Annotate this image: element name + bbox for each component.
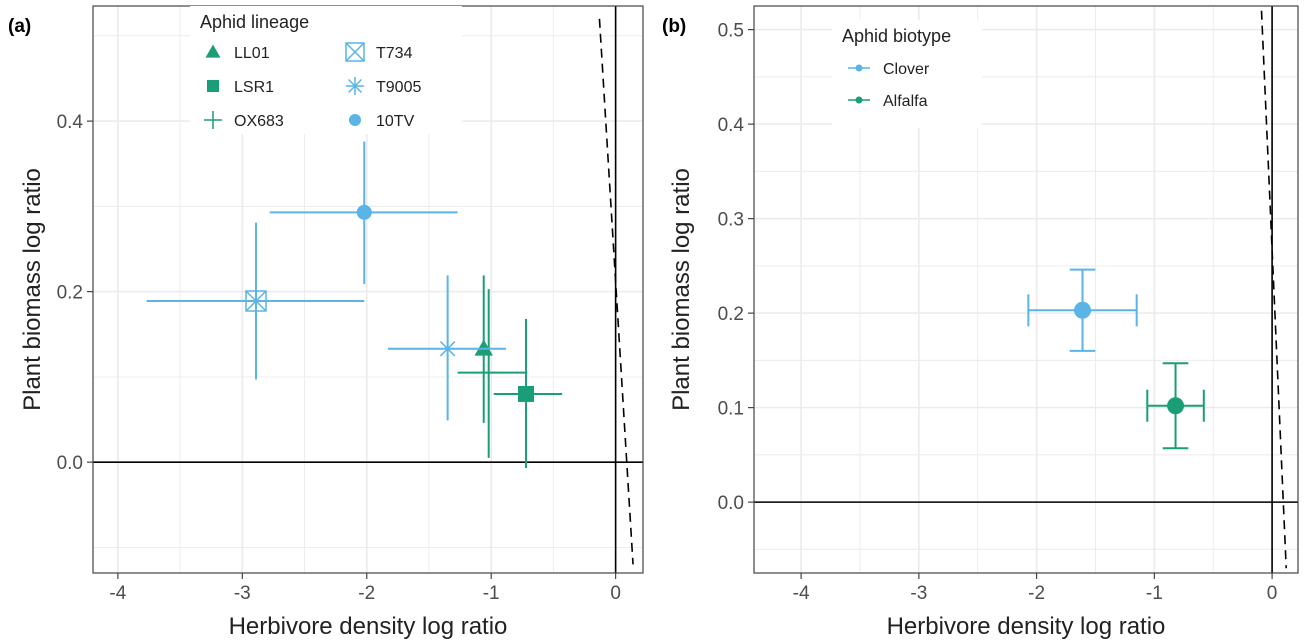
legend-title: Aphid biotype xyxy=(842,26,951,46)
point-marker xyxy=(478,362,499,383)
dashed-reference-line xyxy=(1260,10,1288,569)
legend-label-alfalfa: Alfalfa xyxy=(883,93,928,110)
point-marker-shape xyxy=(356,204,372,220)
legend-key-ll01-shape xyxy=(205,44,221,58)
data-point-ox683 xyxy=(457,289,527,458)
legend-key-t734-box xyxy=(345,42,365,62)
legend-key-ll01 xyxy=(205,44,221,58)
legend-key-ox683 xyxy=(204,111,222,129)
legend-key-t9005 xyxy=(346,77,364,95)
x-tick-label: -1 xyxy=(1146,583,1163,604)
legend-key-alfalfa xyxy=(848,96,870,104)
legend-key-clover-dot xyxy=(855,64,863,72)
data-point-10tv xyxy=(269,141,458,284)
legend-label-10tv: 10TV xyxy=(376,113,415,130)
panel-b-data-marks xyxy=(1027,268,1205,450)
data-point-t9005 xyxy=(387,275,507,421)
legend-label-ox683: OX683 xyxy=(234,113,284,130)
panel-a-y-axis-label: Plant biomass log ratio xyxy=(19,168,46,411)
panel-b-label: (b) xyxy=(662,16,686,37)
data-point-clover xyxy=(1027,268,1138,352)
dashed-reference-line xyxy=(598,18,634,565)
panel-a-reference-lines xyxy=(93,6,643,573)
legend-title: Aphid lineage xyxy=(200,12,309,32)
legend-key-clover xyxy=(848,64,870,72)
point-marker xyxy=(356,204,372,220)
panel-b-legend: Aphid biotype Clover Alfalfa xyxy=(832,20,982,128)
y-tick-label: 0.1 xyxy=(718,399,744,420)
x-tick-label: -1 xyxy=(483,583,500,604)
legend-box xyxy=(190,6,462,134)
y-tick-label: 0.4 xyxy=(718,115,745,136)
legend-key-lsr1-shape xyxy=(207,80,219,92)
x-tick-label: -2 xyxy=(358,583,375,604)
point-marker-d2 xyxy=(439,341,456,357)
plot-border xyxy=(753,5,1299,574)
legend-key-lsr1 xyxy=(207,80,219,92)
x-tick-label: 0 xyxy=(610,583,621,604)
legend-label-t734: T734 xyxy=(376,45,413,62)
legend-label-clover: Clover xyxy=(883,61,930,78)
panel-b-y-axis-label: Plant biomass log ratio xyxy=(668,168,695,411)
legend-label-t9005: T9005 xyxy=(376,79,421,96)
legend-key-10tv xyxy=(349,114,361,126)
point-marker-d2 xyxy=(245,290,267,312)
y-tick-label: 0.4 xyxy=(57,112,84,133)
y-tick-label: 0.2 xyxy=(718,304,744,325)
point-marker xyxy=(518,385,535,402)
legend-label-lsr1: LSR1 xyxy=(234,79,274,96)
point-marker xyxy=(437,338,458,359)
point-marker-shape xyxy=(1074,301,1092,319)
legend-key-t9005-d2 xyxy=(347,78,363,94)
legend-label-ll01: LL01 xyxy=(234,45,270,62)
point-marker-box xyxy=(245,290,267,312)
panel-a: (a) -4 -3 -2 -1 0 0.0 0.2 0.4 Aphid lineage LL01… xyxy=(8,5,644,640)
panel-b-x-axis-label: Herbivore density log ratio xyxy=(887,613,1166,640)
panel-a-label: (a) xyxy=(8,16,31,37)
panel-a-legend: Aphid lineage LL01 LSR1 OX683 T734 T9005 10TV xyxy=(190,6,462,134)
y-tick-label: 0.0 xyxy=(718,493,744,514)
x-tick-label: -4 xyxy=(793,583,810,604)
legend-key-10tv-shape xyxy=(349,114,361,126)
point-marker-shape xyxy=(1167,397,1185,415)
point-marker-shape xyxy=(518,385,535,402)
panel-b-axes: -4 -3 -2 -1 0 0.0 0.1 0.2 0.3 0.4 0.5 xyxy=(718,5,1299,604)
panel-a-x-axis-label: Herbivore density log ratio xyxy=(229,613,508,640)
y-tick-label: 0.3 xyxy=(718,210,744,231)
x-tick-label: 0 xyxy=(1267,583,1278,604)
x-tick-label: -2 xyxy=(1028,583,1045,604)
legend-key-t734-d2 xyxy=(345,42,365,62)
point-marker xyxy=(1074,301,1092,319)
x-tick-label: -3 xyxy=(234,583,251,604)
point-marker xyxy=(1167,397,1185,415)
data-point-t734 xyxy=(146,222,365,380)
data-point-alfalfa xyxy=(1146,362,1205,450)
point-marker xyxy=(245,290,267,312)
panel-b-reference-lines xyxy=(754,6,1298,573)
x-tick-label: -3 xyxy=(910,583,927,604)
y-tick-label: 0.5 xyxy=(718,21,744,42)
panel-b: (b) -4 -3 -2 -1 0 0.0 0.1 0.2 0.3 0.4 0.5 Aphid bi… xyxy=(662,5,1299,640)
y-tick-label: 0.2 xyxy=(57,283,83,304)
x-tick-label: -4 xyxy=(109,583,126,604)
data-point-lsr1 xyxy=(493,318,563,469)
legend-key-alfalfa-dot xyxy=(855,96,863,104)
y-tick-label: 0.0 xyxy=(57,453,83,474)
legend-key-t734 xyxy=(345,42,365,62)
legend-box xyxy=(832,20,982,128)
panel-a-data-marks xyxy=(146,141,563,469)
